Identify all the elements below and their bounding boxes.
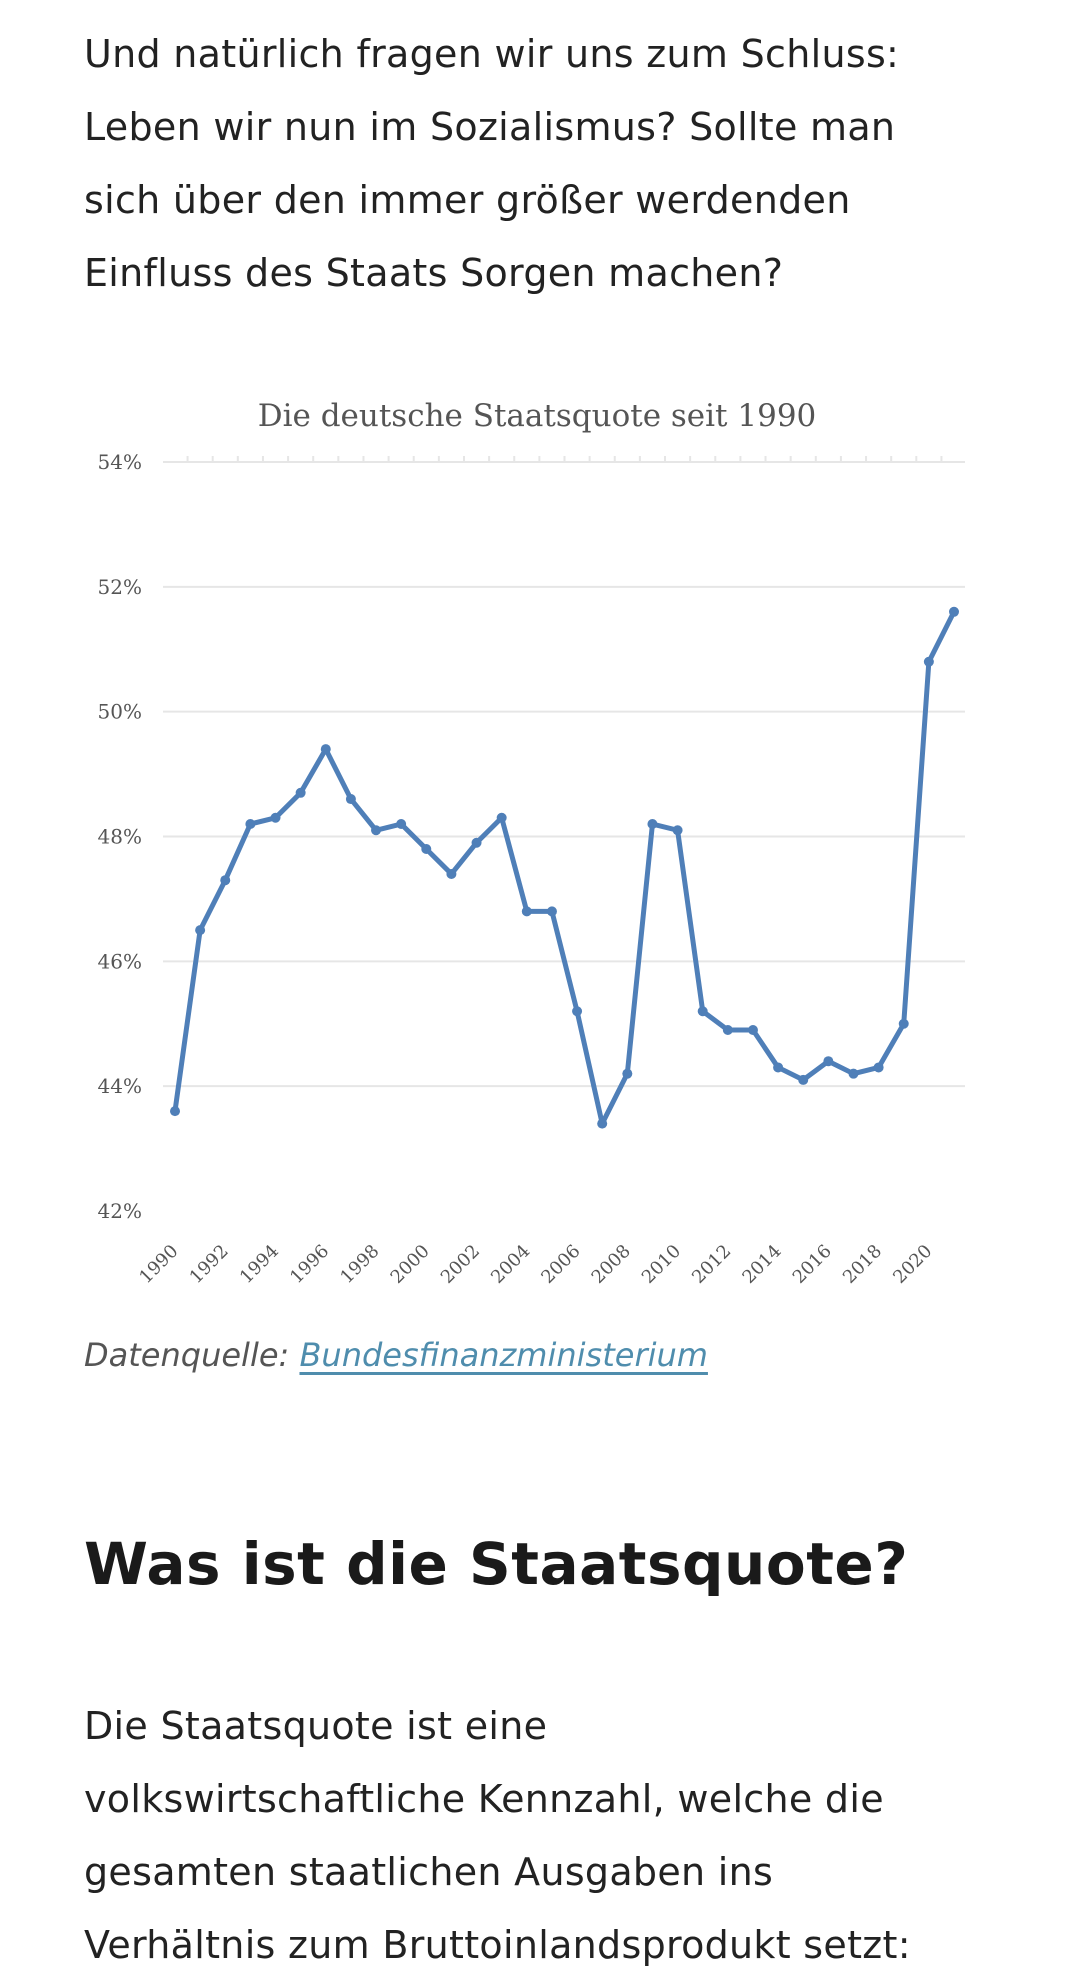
- x-tick-label: 2008: [588, 1241, 635, 1288]
- y-tick-label: 46%: [98, 949, 142, 973]
- data-point: [848, 1068, 859, 1079]
- intro-paragraph: Und natürlich fragen wir uns zum Schluss…: [84, 18, 1024, 310]
- x-tick-label: 2006: [537, 1241, 584, 1288]
- body-paragraph: Die Staatsquote ist eine volkswirtschaft…: [84, 1690, 1024, 1982]
- section-heading: Was ist die Staatsquote?: [84, 1530, 909, 1598]
- x-tick-label: 1996: [286, 1241, 333, 1288]
- data-point: [747, 1024, 758, 1035]
- line-chart: Die deutsche Staatsquote seit 1990 42% 44…: [0, 380, 1080, 1300]
- x-tick-label: 2018: [839, 1241, 886, 1288]
- data-point: [697, 1006, 708, 1017]
- y-tick-label: 48%: [98, 825, 142, 849]
- data-point: [798, 1074, 809, 1085]
- data-point: [220, 875, 231, 886]
- data-point: [572, 1006, 583, 1017]
- data-point: [270, 812, 281, 823]
- x-tick-label: 2016: [789, 1241, 836, 1288]
- x-tick-label: 2000: [387, 1241, 434, 1288]
- x-tick-label: 2002: [437, 1241, 484, 1288]
- intro-line: Und natürlich fragen wir uns zum Schluss…: [84, 32, 900, 76]
- body-line: volkswirtschaftliche Kennzahl, welche di…: [84, 1777, 884, 1821]
- data-point: [496, 812, 507, 823]
- intro-line: Einfluss des Staats Sorgen machen?: [84, 251, 784, 295]
- x-tick-label: 2014: [738, 1241, 785, 1288]
- y-tick-label: 44%: [98, 1074, 142, 1098]
- y-tick-label: 42%: [98, 1199, 142, 1223]
- data-point: [446, 868, 457, 879]
- x-tick-label: 2004: [487, 1241, 534, 1288]
- series-line: [172, 609, 957, 1127]
- chart-svg: Die deutsche Staatsquote seit 1990 42% 44…: [98, 398, 965, 1288]
- data-point: [823, 1056, 834, 1067]
- y-tick-label: 52%: [98, 575, 142, 599]
- x-tick-label: 1992: [186, 1241, 233, 1288]
- chart-title: Die deutsche Staatsquote seit 1990: [258, 398, 817, 434]
- x-tick-label: 1994: [236, 1241, 283, 1288]
- body-line: gesamten staatlichen Ausgaben ins: [84, 1850, 774, 1894]
- data-point: [421, 843, 432, 854]
- source-link[interactable]: Bundesfinanzministerium: [299, 1336, 708, 1374]
- data-point: [471, 837, 482, 848]
- data-point: [521, 906, 532, 917]
- data-source: Datenquelle: Bundesfinanzministerium: [84, 1336, 708, 1374]
- body-line: Verhältnis zum Bruttoinlandsprodukt setz…: [84, 1923, 911, 1967]
- x-tick-label: 2020: [889, 1241, 936, 1288]
- data-point: [195, 925, 206, 936]
- data-point: [170, 1106, 180, 1117]
- data-point: [371, 825, 382, 836]
- data-point: [295, 787, 306, 798]
- data-point: [647, 819, 658, 830]
- x-tick-label: 2012: [688, 1241, 735, 1288]
- data-point: [773, 1062, 784, 1073]
- data-point: [873, 1062, 884, 1073]
- data-point: [923, 656, 934, 667]
- data-point: [245, 819, 256, 830]
- data-point: [597, 1118, 608, 1129]
- data-point: [546, 906, 557, 917]
- intro-line: sich über den immer größer werdenden: [84, 178, 851, 222]
- x-tick-label: 2010: [638, 1241, 685, 1288]
- data-point: [320, 744, 331, 755]
- body-line: Die Staatsquote ist eine: [84, 1704, 548, 1748]
- data-point: [345, 794, 356, 805]
- data-point: [898, 1018, 909, 1029]
- data-point: [396, 819, 407, 830]
- x-tick-label: 1990: [135, 1241, 182, 1288]
- data-point: [949, 606, 959, 617]
- y-tick-label: 54%: [98, 450, 142, 474]
- x-tick-label: 1998: [336, 1241, 383, 1288]
- data-point: [722, 1024, 733, 1035]
- data-point: [672, 825, 683, 836]
- data-point: [622, 1068, 633, 1079]
- source-label: Datenquelle:: [84, 1336, 290, 1374]
- intro-line: Leben wir nun im Sozialismus? Sollte man: [84, 105, 896, 149]
- y-tick-label: 50%: [98, 700, 142, 724]
